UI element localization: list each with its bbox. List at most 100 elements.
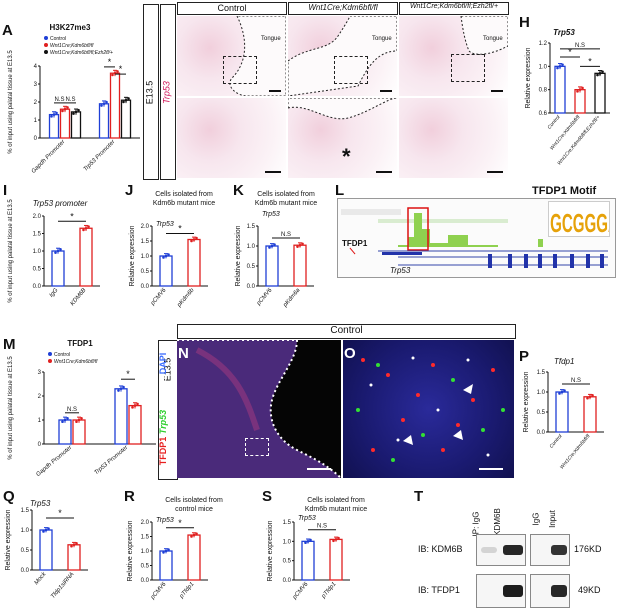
y-axis-label: Relative expression (523, 371, 530, 432)
y-tick-label: 1.5 (33, 232, 42, 238)
panel-label-n: N (178, 345, 189, 362)
y-axis-label: Relative expression (5, 509, 12, 570)
header-1: Cells isolated from (307, 497, 365, 504)
sig-h1-label: N.S (575, 43, 585, 49)
micrograph-d: Tongue (399, 16, 508, 96)
sig-s-label: N.S (317, 524, 327, 530)
data-point (124, 98, 128, 102)
x-tick-label: IgG (49, 287, 60, 299)
y-axis-label: % of input using palatal tissue at E13.5 (8, 199, 14, 303)
y-tick-label: 1.0 (141, 254, 150, 260)
size-49kd: 49KD (578, 585, 601, 595)
bar (583, 396, 597, 433)
scale-bar-g (487, 171, 503, 173)
y-tick-label: 1.0 (141, 549, 150, 555)
y-tick-label: 1 (34, 118, 38, 124)
bar (554, 65, 566, 114)
chart-q: 0.0 0.5 1.0 1.5 Relative expression Mock Tfdp1… (5, 499, 88, 600)
trp53-gene-label: Trp53 (390, 266, 411, 275)
chart-p: 0.0 0.5 1.0 1.5 Relative expression ControlWn… (523, 357, 604, 471)
bar (159, 255, 173, 287)
data-point (332, 539, 335, 543)
chart-a: 0 1 2 3 4 % of input using palatal tissue at … (8, 23, 140, 175)
data-point (195, 236, 198, 240)
panel-label-i: I (3, 182, 8, 199)
micrograph-n (177, 340, 341, 478)
x-tick-label: Tfdp1siRNA (50, 571, 75, 600)
legend-label: Wnt1Cre;Kdm6bfl/fl (54, 359, 98, 365)
y-tick-label: 0.5 (141, 269, 150, 275)
gene-label-trp53: Trp53 (161, 81, 172, 104)
data-point (190, 535, 193, 538)
y-tick-label: 4 (34, 64, 38, 70)
data-point (133, 404, 137, 407)
inset-box-d (451, 54, 485, 82)
legend-label: Wnt1Cre;Kdm6bfl/fl (50, 43, 94, 49)
sig-q-label: * (58, 508, 62, 518)
bar (555, 391, 569, 433)
y-tick-label: 1.0 (539, 64, 548, 70)
gene-label: Trp53 (156, 221, 174, 228)
tissue-outline-b (229, 16, 286, 96)
data-point (601, 70, 604, 73)
header-1: Cells isolated from (257, 191, 315, 198)
y-axis-label: Relative expression (267, 520, 274, 581)
y-tick-label: 1.0 (247, 244, 256, 250)
panel-label-q: Q (3, 488, 15, 505)
y-tick-label: 0.5 (537, 410, 546, 416)
y-tick-label: 0.5 (141, 564, 150, 570)
bar (120, 99, 132, 139)
data-point (100, 104, 103, 107)
data-point (561, 63, 564, 66)
bar (187, 238, 201, 287)
scale-bar-c (380, 90, 392, 92)
lane-label-igg: IgG (531, 512, 541, 526)
inset-box-b (223, 56, 257, 84)
data-point (63, 107, 67, 111)
header-2: Kdm6b mutant mice (153, 200, 215, 207)
data-point (80, 416, 83, 420)
no-stain-label: TFDP1/Trp53/Kdm6b/DAPI (158, 344, 172, 474)
data-point (87, 225, 90, 228)
y-tick-label: 1.0 (283, 539, 292, 545)
y-tick-label: 3 (34, 82, 38, 88)
title: Trp53 (30, 499, 51, 508)
y-tick-label: 0.0 (21, 568, 30, 574)
sig-h3-label: * (588, 56, 592, 66)
data-point (63, 418, 67, 422)
bar (48, 113, 60, 139)
gene-label: Trp53 (156, 517, 174, 524)
data-point (558, 392, 561, 395)
stain-kdm6b: Kdm6b (158, 376, 168, 408)
blot-kdm6b-input (530, 534, 570, 566)
y-tick-label: 1.5 (283, 520, 292, 526)
legend-dot (44, 43, 48, 47)
y-tick-label: 1.5 (141, 239, 150, 245)
data-point (42, 530, 45, 533)
col-title-control: Control (177, 2, 287, 15)
panel-label-a: A (2, 22, 13, 39)
data-point (588, 395, 592, 399)
title: Tfdp1 (554, 357, 574, 366)
data-point (192, 238, 196, 241)
cells-o (356, 356, 505, 462)
tissue-n (177, 340, 341, 478)
panel-label-m: M (3, 336, 16, 353)
sig-m1-label: N.S (67, 407, 77, 413)
band-tfdp1-input (551, 585, 567, 597)
sig-i-label: * (70, 211, 74, 221)
bar (109, 72, 121, 139)
x-tick-label: pTfdp1 (320, 581, 337, 600)
legend-dot (48, 352, 52, 356)
x-tick-label: Gapdh Promoter (35, 444, 74, 476)
x-tick-label: pCMV6 (149, 287, 168, 307)
bar (114, 388, 128, 445)
panel-label-s: S (262, 488, 273, 505)
legend-dot (44, 50, 48, 54)
chart-i: 0.0 0.5 1.0 1.5 2.0 % of input using palatal … (8, 199, 100, 307)
data-point (190, 239, 193, 243)
data-point (586, 396, 589, 400)
y-tick-label: 0.0 (283, 578, 292, 584)
data-point (162, 551, 165, 554)
data-point (581, 86, 584, 90)
